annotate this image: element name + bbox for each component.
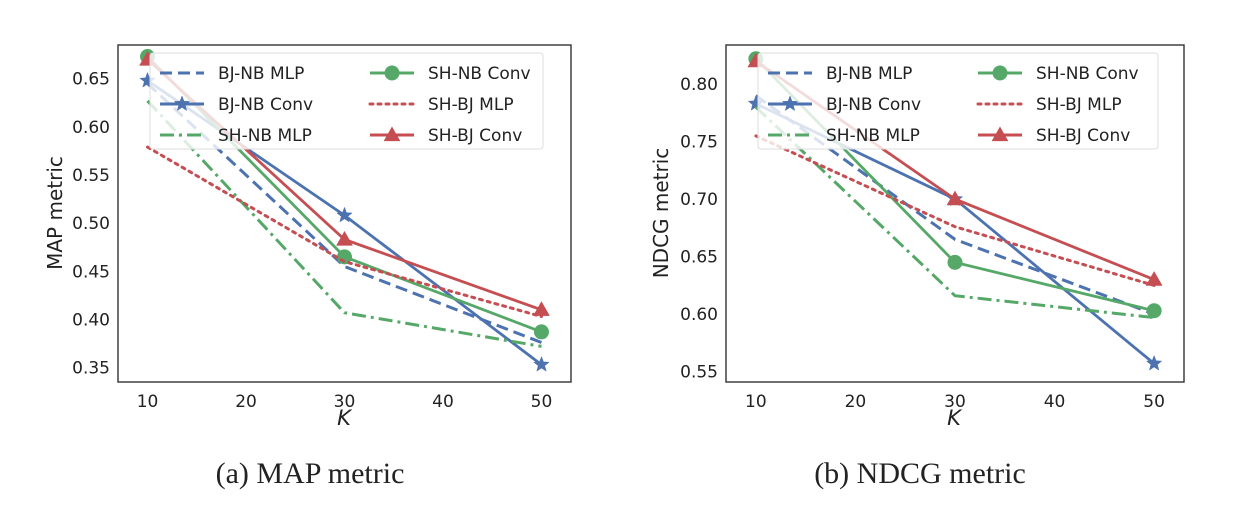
legend-marker (173, 95, 191, 112)
x-tick-label: 40 (1044, 392, 1066, 412)
legend-marker (992, 65, 1008, 81)
x-axis-label: K (947, 406, 963, 430)
data-point-marker (946, 190, 964, 206)
legend-label: SH-NB MLP (826, 126, 920, 146)
legend-item-bj-nb-mlp: BJ-NB MLP (160, 64, 304, 84)
series-line (754, 106, 1155, 320)
series-sh-bj-mlp (754, 134, 1156, 287)
y-tick-label: 0.50 (72, 214, 110, 234)
x-tick-label: 50 (1143, 392, 1165, 412)
series-sh-bj-mlp (146, 145, 543, 318)
x-tick-label: 30 (944, 392, 966, 412)
y-tick-label: 0.55 (680, 363, 718, 383)
x-tick-label: 40 (432, 392, 454, 412)
y-tick-label: 0.60 (72, 118, 110, 138)
legend-label: SH-NB Conv (428, 64, 531, 84)
legend-label: BJ-NB Conv (826, 95, 921, 115)
legend-item-bj-nb-conv: BJ-NB Conv (768, 95, 921, 115)
legend-item-sh-nb-conv: SH-NB Conv (370, 64, 531, 84)
plot-frame (725, 44, 1185, 383)
data-point-marker (336, 206, 353, 223)
map-chart-panel: 10 20 30 40 50 0.35 0.40 0.45 0.50 0.55 0.60 0.65 M… (43, 44, 572, 490)
legend-item-sh-bj-conv: SH-BJ Conv (370, 126, 522, 146)
legend-item-sh-nb-conv: SH-NB Conv (978, 64, 1139, 84)
legend-box (757, 52, 1159, 150)
tick-labels: 10 20 30 40 50 0.35 0.40 0.45 0.50 0.55 0.60 0.65 (72, 70, 552, 412)
x-tick-label: 20 (235, 392, 257, 412)
legend-item-sh-nb-mlp: SH-NB MLP (160, 126, 312, 146)
legend-marker (991, 126, 1009, 142)
legend-label: BJ-NB MLP (218, 64, 304, 84)
y-tick-label: 0.70 (680, 190, 718, 210)
plot-frame (117, 44, 572, 383)
x-tick-label: 10 (137, 392, 159, 412)
data-point-marker (1145, 271, 1163, 286)
ndcg-chart-panel: 10 20 30 40 50 0.55 0.60 0.65 0.70 0.75 0.80 NDCG … (649, 44, 1185, 490)
x-tick-label: 10 (745, 392, 767, 412)
data-point-marker (947, 254, 963, 270)
legend-item-sh-bj-mlp: SH-BJ MLP (368, 95, 514, 115)
legend-label: SH-BJ MLP (428, 95, 514, 115)
data-point-marker (1146, 303, 1162, 319)
x-axis-label: K (337, 406, 353, 430)
data-point-marker (533, 356, 550, 372)
legend: BJ-NB MLP BJ-NB Conv SH-NB MLP SH-NB Conv SH… (149, 52, 544, 150)
legend-label: SH-NB MLP (218, 126, 312, 146)
y-axis-label: MAP metric (43, 156, 67, 270)
legend-box (149, 52, 544, 150)
y-axis-label: NDCG metric (649, 148, 673, 279)
y-tick-label: 0.75 (680, 133, 718, 153)
y-tick-label: 0.35 (72, 359, 110, 379)
legend-label: BJ-NB MLP (826, 64, 912, 84)
y-tick-label: 0.80 (680, 75, 718, 95)
y-tick-label: 0.55 (72, 166, 110, 186)
data-point-marker (336, 230, 353, 246)
series-sh-nb-mlp (754, 106, 1155, 320)
legend-label: SH-BJ MLP (1036, 95, 1122, 115)
y-tick-label: 0.45 (72, 262, 110, 282)
y-tick-label: 0.65 (680, 248, 718, 268)
legend-label: BJ-NB Conv (218, 95, 313, 115)
series-sh-nb-mlp (146, 99, 542, 348)
legend-item-bj-nb-mlp: BJ-NB MLP (768, 64, 912, 84)
legend-marker (384, 65, 400, 81)
series-line (146, 99, 542, 348)
legend-item-bj-nb-conv: BJ-NB Conv (160, 95, 313, 115)
legend-marker (781, 95, 799, 112)
x-tick-label: 50 (531, 392, 553, 412)
legend-label: SH-BJ Conv (1036, 126, 1130, 146)
legend-item-sh-nb-mlp: SH-NB MLP (768, 126, 920, 146)
panel-caption: (b) NDCG metric (814, 457, 1026, 490)
legend-label: SH-NB Conv (1036, 64, 1139, 84)
legend-item-sh-bj-mlp: SH-BJ MLP (976, 95, 1122, 115)
data-point-marker (533, 324, 549, 340)
tick-labels: 10 20 30 40 50 0.55 0.60 0.65 0.70 0.75 0.80 (680, 75, 1165, 412)
y-tick-label: 0.40 (72, 310, 110, 330)
legend-item-sh-bj-conv: SH-BJ Conv (978, 126, 1130, 146)
data-point-marker (1145, 354, 1163, 371)
legend-marker (383, 126, 401, 142)
y-tick-label: 0.60 (680, 305, 718, 325)
legend: BJ-NB MLP BJ-NB Conv SH-NB MLP SH-NB Conv SH… (757, 52, 1159, 150)
series-line (754, 134, 1156, 287)
data-point-marker (533, 301, 550, 316)
legend-label: SH-BJ Conv (428, 126, 522, 146)
panel-caption: (a) MAP metric (216, 457, 405, 490)
x-tick-label: 20 (845, 392, 867, 412)
x-tick-label: 30 (334, 392, 356, 412)
y-tick-label: 0.65 (72, 70, 110, 90)
series-line (146, 145, 543, 318)
